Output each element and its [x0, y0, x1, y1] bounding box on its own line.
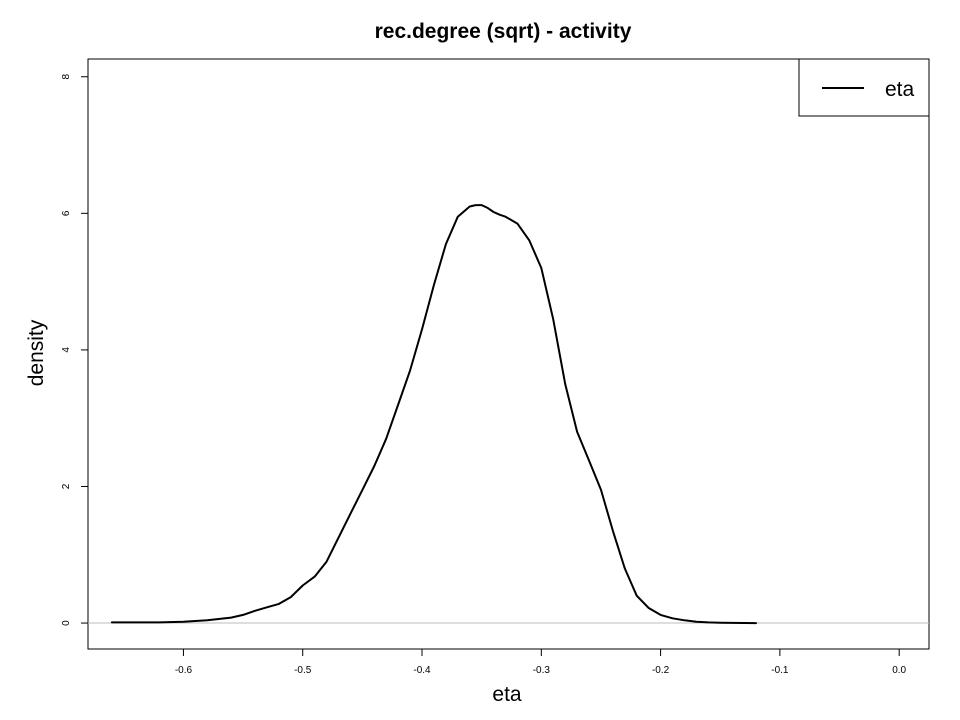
x-tick-label: 0.0 [892, 665, 906, 676]
x-tick-label: -0.1 [771, 665, 789, 676]
y-tick-label: 2 [61, 483, 72, 489]
x-tick-label: -0.6 [175, 665, 193, 676]
y-tick-label: 0 [61, 620, 72, 626]
x-tick-label: -0.2 [652, 665, 670, 676]
y-tick-label: 8 [61, 74, 72, 80]
y-axis: 0 2 4 6 8 [61, 74, 88, 626]
chart-title: rec.degree (sqrt) - activity [375, 20, 632, 43]
y-axis-label: density [25, 319, 48, 386]
x-axis: -0.6 -0.5 -0.4 -0.3 -0.2 -0.1 0.0 [175, 649, 907, 676]
x-axis-label: eta [492, 683, 522, 706]
x-tick-label: -0.3 [533, 665, 551, 676]
x-tick-label: -0.4 [413, 665, 431, 676]
series-layer [110, 204, 757, 625]
y-tick-label: 4 [61, 347, 72, 353]
plot-frame [87, 58, 930, 650]
legend: eta [798, 58, 930, 117]
series-line-eta [110, 204, 757, 625]
x-tick-label: -0.5 [294, 665, 312, 676]
y-tick-label: 6 [61, 210, 72, 216]
legend-label-eta: eta [885, 78, 915, 101]
